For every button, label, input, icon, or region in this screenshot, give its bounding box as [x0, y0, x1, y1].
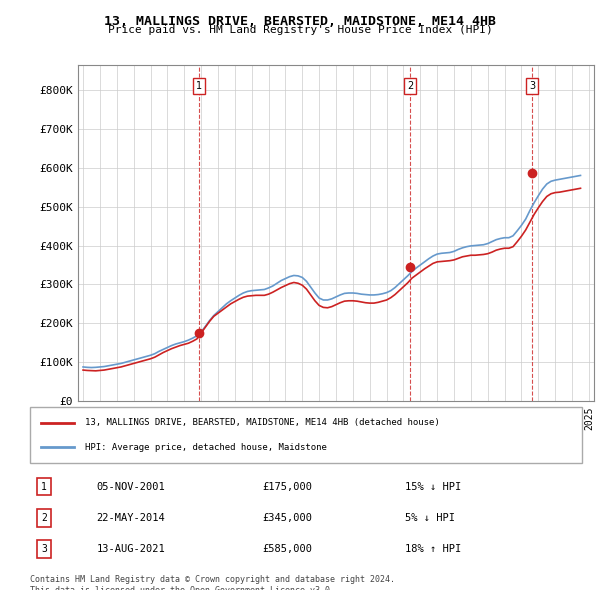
Text: 13, MALLINGS DRIVE, BEARSTED, MAIDSTONE, ME14 4HB: 13, MALLINGS DRIVE, BEARSTED, MAIDSTONE,…	[104, 15, 496, 28]
Text: 1: 1	[196, 81, 202, 91]
Text: 13-AUG-2021: 13-AUG-2021	[96, 544, 165, 554]
Text: 22-MAY-2014: 22-MAY-2014	[96, 513, 165, 523]
Text: Contains HM Land Registry data © Crown copyright and database right 2024.
This d: Contains HM Land Registry data © Crown c…	[30, 575, 395, 590]
Text: £345,000: £345,000	[262, 513, 312, 523]
Text: 1: 1	[41, 481, 47, 491]
Text: 2: 2	[41, 513, 47, 523]
Text: 13, MALLINGS DRIVE, BEARSTED, MAIDSTONE, ME14 4HB (detached house): 13, MALLINGS DRIVE, BEARSTED, MAIDSTONE,…	[85, 418, 440, 427]
Text: Price paid vs. HM Land Registry's House Price Index (HPI): Price paid vs. HM Land Registry's House …	[107, 25, 493, 35]
FancyBboxPatch shape	[30, 407, 582, 463]
Text: £175,000: £175,000	[262, 481, 312, 491]
Text: 18% ↑ HPI: 18% ↑ HPI	[406, 544, 461, 554]
Text: 3: 3	[529, 81, 535, 91]
Text: 2: 2	[407, 81, 413, 91]
Text: 05-NOV-2001: 05-NOV-2001	[96, 481, 165, 491]
Text: HPI: Average price, detached house, Maidstone: HPI: Average price, detached house, Maid…	[85, 443, 327, 452]
Text: 3: 3	[41, 544, 47, 554]
Text: £585,000: £585,000	[262, 544, 312, 554]
Text: 15% ↓ HPI: 15% ↓ HPI	[406, 481, 461, 491]
Text: 5% ↓ HPI: 5% ↓ HPI	[406, 513, 455, 523]
